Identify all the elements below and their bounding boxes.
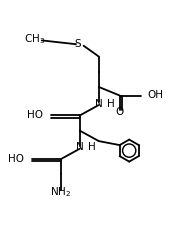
Text: HO: HO [27, 110, 43, 121]
Text: OH: OH [147, 91, 163, 100]
Text: S: S [75, 39, 81, 49]
Text: CH$_3$: CH$_3$ [24, 32, 45, 46]
Text: N: N [95, 99, 103, 109]
Text: O: O [116, 107, 124, 117]
Text: HO: HO [8, 154, 24, 164]
Text: N: N [76, 142, 84, 152]
Text: NH$_2$: NH$_2$ [50, 185, 71, 199]
Text: H: H [88, 142, 96, 152]
Text: H: H [107, 99, 115, 109]
